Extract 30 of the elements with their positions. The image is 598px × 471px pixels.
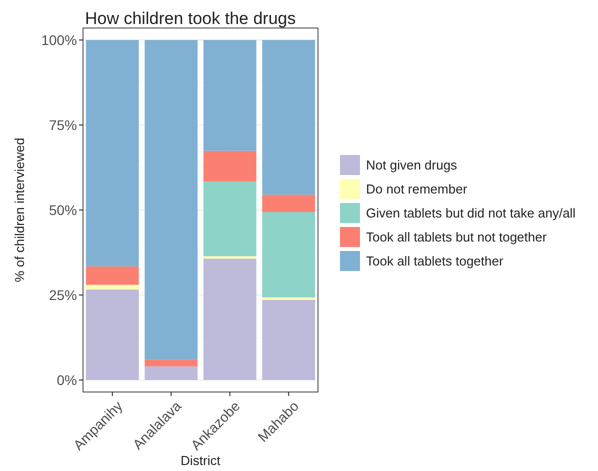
legend-label: Took all tablets together — [366, 254, 504, 269]
x-axis-title: District — [180, 453, 221, 468]
chart-title: How children took the drugs — [85, 9, 296, 28]
bar — [203, 258, 256, 380]
bar — [262, 194, 316, 212]
y-tick-label: 25% — [48, 286, 77, 303]
legend-label: Not given drugs — [366, 158, 458, 173]
y-tick-label: 50% — [48, 202, 77, 218]
bar — [144, 40, 198, 360]
bar — [262, 212, 316, 298]
bar — [86, 290, 139, 380]
bar — [203, 150, 256, 182]
bar — [86, 284, 139, 290]
legend-label: Given tablets but did not take any/all — [366, 206, 576, 221]
y-tick-label: 75% — [48, 116, 77, 133]
legend-label: Took all tablets but not together — [366, 230, 548, 245]
bar — [262, 40, 316, 195]
y-tick-label: 100% — [41, 32, 77, 48]
bar — [203, 181, 256, 256]
bar — [203, 256, 256, 259]
bar — [203, 40, 256, 151]
bar — [262, 300, 316, 380]
bar — [262, 297, 316, 300]
bar — [86, 266, 139, 285]
bar — [144, 366, 198, 380]
legend-label: Do not remember — [366, 182, 468, 197]
y-axis-title: % of children interviewed — [12, 138, 27, 282]
bar — [144, 360, 198, 366]
y-tick-label: 0% — [56, 372, 77, 388]
bar — [86, 40, 139, 266]
